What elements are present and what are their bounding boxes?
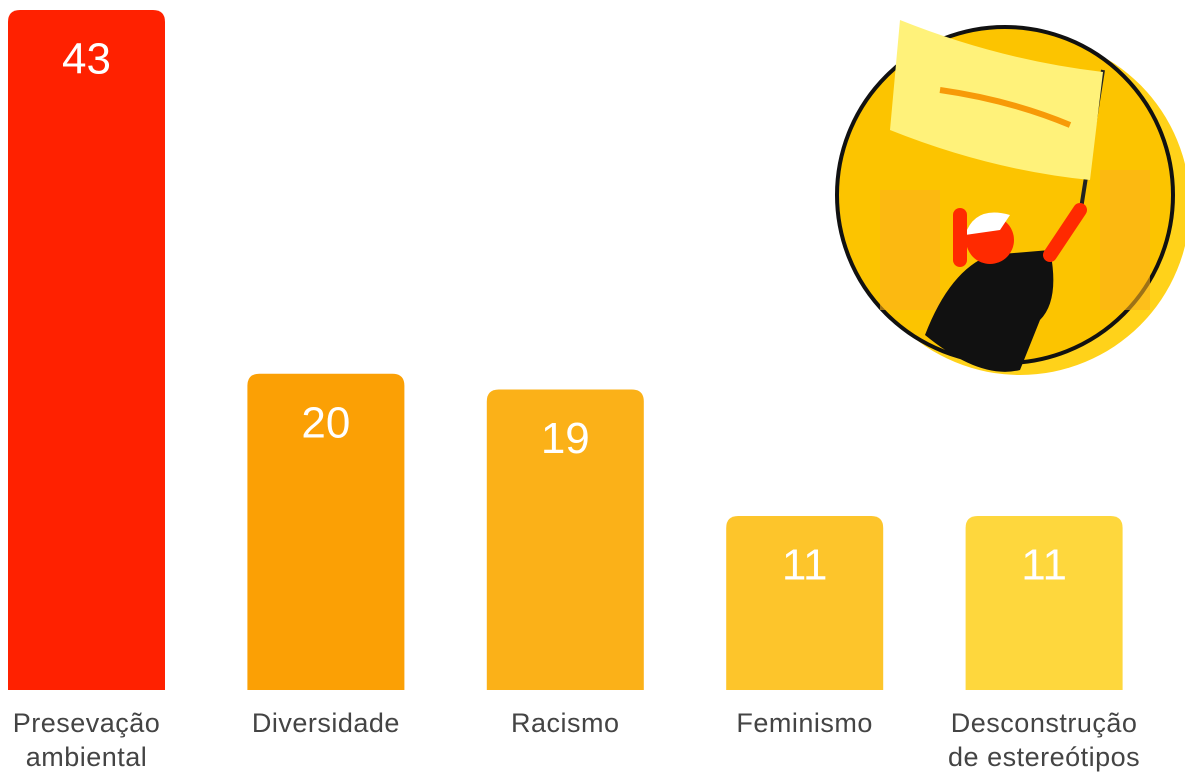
bar (965, 516, 1123, 690)
value-label: 43 (62, 35, 111, 84)
value-label: 20 (301, 398, 350, 447)
category-label: Feminismo (736, 708, 873, 738)
category-label: Racismo (511, 708, 620, 738)
category-label: Desconstrução de estereótipos (948, 708, 1141, 772)
illustration-body (925, 250, 1054, 372)
bar (247, 373, 405, 690)
illustration-building (880, 190, 940, 310)
illustration-branch (939, 87, 1072, 128)
bar (8, 10, 165, 690)
category-label: Presevação ambiental (12, 708, 161, 772)
illustration-cap (965, 212, 1010, 235)
bar (486, 389, 644, 690)
illustration-arm (1043, 203, 1087, 262)
value-label: 19 (541, 414, 590, 463)
illustration (835, 20, 1185, 375)
bar (726, 516, 884, 690)
category-label: Diversidade (251, 708, 400, 738)
value-label: 11 (1021, 541, 1067, 590)
value-label: 11 (782, 541, 828, 590)
illustration-building (1100, 170, 1150, 310)
